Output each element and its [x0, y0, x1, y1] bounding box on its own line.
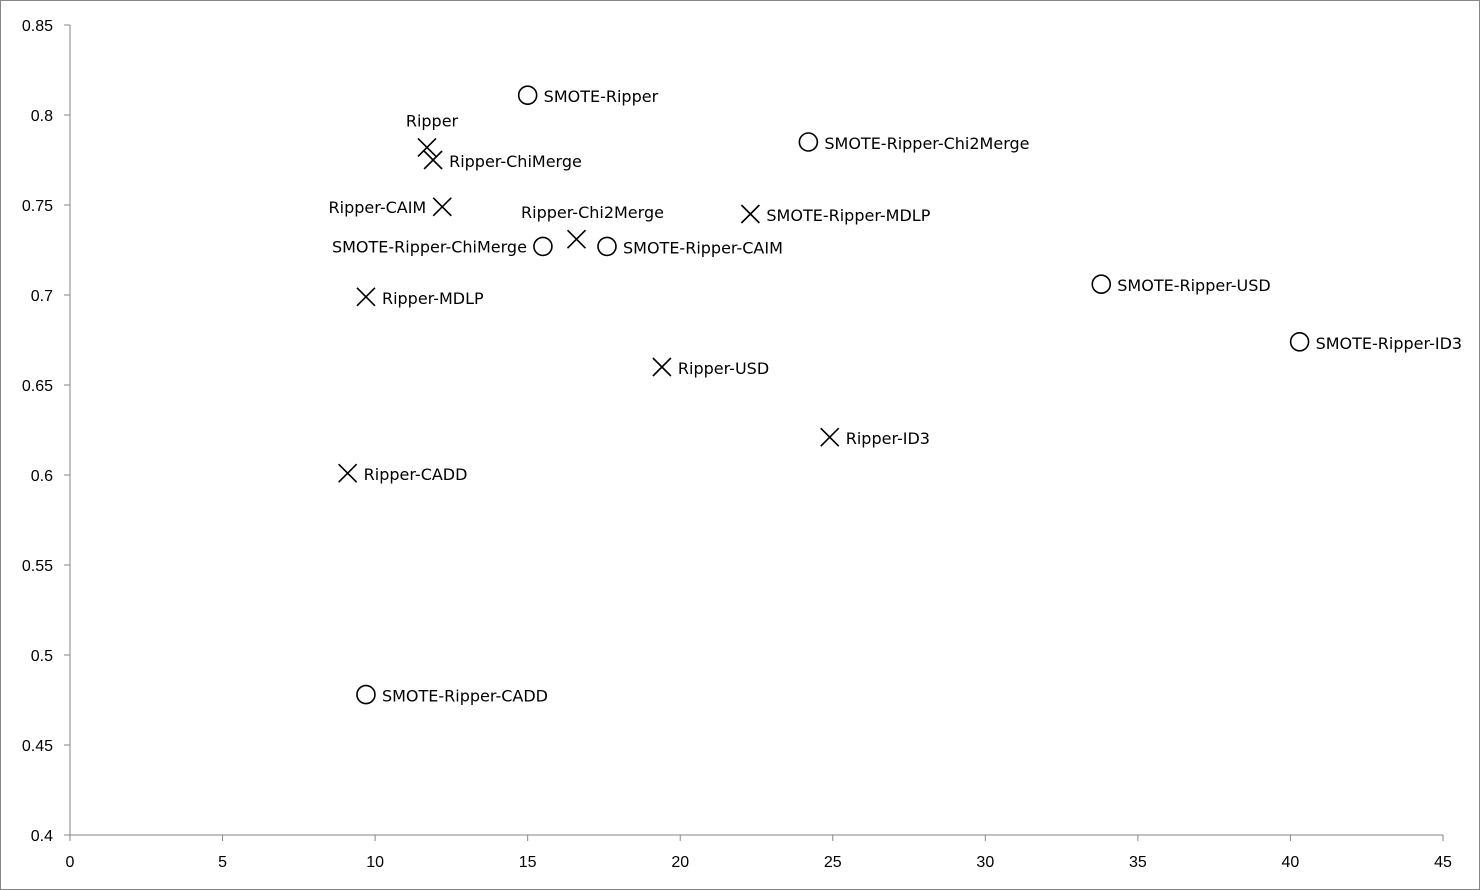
circle-marker — [597, 236, 617, 257]
point-label: SMOTE-Ripper-CAIM — [623, 238, 783, 257]
point-label: SMOTE-Ripper-USD — [1117, 276, 1270, 295]
point-label: Ripper-CADD — [364, 465, 468, 484]
y-tick-label: 0.65 — [22, 378, 53, 395]
point-label: Ripper-CAIM — [329, 198, 427, 217]
data-point: SMOTE-Ripper-CADD — [356, 684, 548, 706]
x-marker — [423, 150, 443, 170]
point-label: SMOTE-Ripper-Chi2Merge — [824, 134, 1029, 153]
y-tick-label: 0.45 — [22, 738, 53, 755]
y-tick-label: 0.6 — [31, 468, 53, 485]
x-tick-label: 15 — [519, 854, 537, 871]
y-tick-label: 0.7 — [31, 288, 53, 305]
data-point: Ripper-CAIM — [329, 197, 452, 217]
x-axis-ticks: 0 5 10 15 20 25 30 35 40 45 — [66, 835, 1452, 871]
point-label: SMOTE-Ripper-CADD — [382, 687, 548, 706]
x-marker — [338, 463, 358, 483]
data-point: Ripper-USD — [652, 357, 769, 378]
point-label: Ripper-ID3 — [846, 429, 930, 448]
data-point: SMOTE-Ripper — [517, 85, 659, 106]
x-tick-label: 35 — [1129, 854, 1147, 871]
x-tick-label: 30 — [976, 854, 994, 871]
x-tick-label: 25 — [824, 854, 842, 871]
point-label: SMOTE-Ripper-ID3 — [1316, 334, 1462, 353]
data-point: SMOTE-Ripper-MDLP — [740, 204, 931, 225]
x-marker — [566, 229, 587, 249]
circle-marker — [1289, 331, 1310, 352]
point-label: Ripper-USD — [678, 359, 769, 378]
circle-marker — [533, 236, 553, 257]
x-tick-label: 0 — [66, 854, 75, 871]
circle-marker — [1091, 274, 1112, 295]
x-tick-label: 20 — [671, 854, 689, 871]
x-marker — [740, 204, 760, 224]
y-tick-label: 0.5 — [31, 648, 53, 665]
data-point: SMOTE-Ripper-Chi2Merge — [798, 132, 1030, 153]
y-tick-label: 0.8 — [31, 108, 53, 125]
data-point: SMOTE-Ripper-ChiMerge — [332, 236, 553, 257]
data-point: Ripper — [406, 111, 459, 157]
x-tick-label: 10 — [366, 854, 384, 871]
data-point: Ripper-Chi2Merge — [521, 203, 664, 249]
point-label: SMOTE-Ripper-ChiMerge — [332, 237, 527, 256]
x-tick-label: 5 — [218, 854, 227, 871]
y-tick-label: 0.75 — [22, 198, 53, 215]
data-point: Ripper-ChiMerge — [423, 150, 582, 171]
data-point: Ripper-MDLP — [356, 287, 484, 308]
circle-marker — [517, 85, 538, 105]
x-marker — [652, 357, 672, 377]
point-label: Ripper-MDLP — [382, 289, 484, 308]
x-marker — [432, 197, 452, 217]
point-label: Ripper — [406, 111, 459, 130]
point-label: Ripper-ChiMerge — [449, 152, 582, 171]
axes — [69, 25, 1443, 836]
data-point: SMOTE-Ripper-USD — [1091, 274, 1271, 295]
x-tick-label: 40 — [1282, 854, 1300, 871]
point-label: SMOTE-Ripper — [544, 87, 659, 106]
x-marker — [356, 287, 376, 307]
data-point: Ripper-ID3 — [820, 427, 930, 448]
y-tick-label: 0.85 — [22, 18, 53, 35]
data-point: SMOTE-Ripper-CAIM — [597, 236, 783, 257]
x-marker — [820, 427, 840, 447]
data-point: Ripper-CADD — [338, 463, 468, 484]
y-tick-label: 0.55 — [22, 558, 53, 575]
data-points: Ripper Ripper-ChiMerge Ripper-CAIM Ripper-C… — [329, 85, 1462, 706]
circle-marker — [798, 132, 819, 152]
x-marker — [417, 137, 437, 157]
point-label: Ripper-Chi2Merge — [521, 203, 664, 222]
x-tick-label: 45 — [1434, 854, 1452, 871]
data-point: SMOTE-Ripper-ID3 — [1289, 331, 1462, 353]
y-axis-ticks: 0.4 0.45 0.5 0.55 0.6 0.65 0.7 0.75 0.8 0.85 — [22, 18, 70, 845]
point-label: SMOTE-Ripper-MDLP — [766, 206, 930, 225]
circle-marker — [356, 684, 376, 705]
y-tick-label: 0.4 — [31, 828, 53, 845]
